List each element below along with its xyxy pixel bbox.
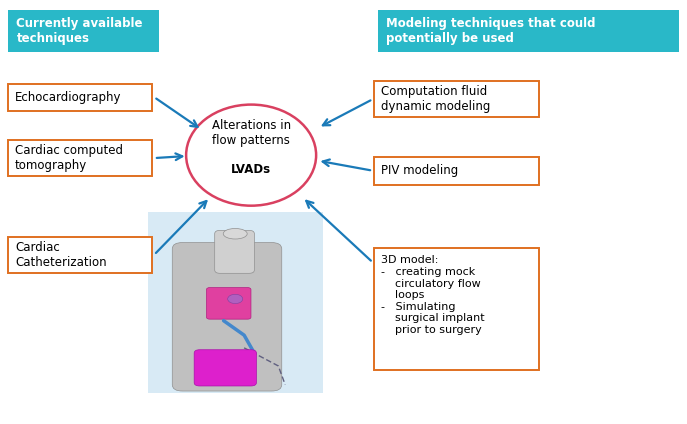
Text: Cardiac computed
tomography: Cardiac computed tomography	[15, 144, 123, 172]
Text: LVADs: LVADs	[231, 163, 271, 176]
Text: Modeling techniques that could
potentially be used: Modeling techniques that could potential…	[386, 17, 596, 45]
FancyBboxPatch shape	[148, 212, 323, 393]
FancyBboxPatch shape	[374, 157, 539, 184]
FancyBboxPatch shape	[8, 84, 152, 111]
FancyBboxPatch shape	[374, 81, 539, 117]
Text: Currently available
techniques: Currently available techniques	[16, 17, 143, 45]
FancyBboxPatch shape	[8, 237, 152, 273]
Text: Cardiac
Catheterization: Cardiac Catheterization	[15, 241, 106, 269]
Text: Computation fluid
dynamic modeling: Computation fluid dynamic modeling	[381, 85, 491, 113]
Text: Echocardiography: Echocardiography	[15, 91, 122, 104]
Text: PIV modeling: PIV modeling	[381, 165, 458, 177]
Ellipse shape	[227, 294, 243, 304]
Ellipse shape	[223, 229, 247, 239]
FancyBboxPatch shape	[8, 10, 159, 52]
FancyBboxPatch shape	[374, 248, 539, 370]
Text: 3D model:
-   creating mock
    circulatory flow
    loops
-   Simulating
    su: 3D model: - creating mock circulatory fl…	[381, 255, 485, 335]
FancyBboxPatch shape	[378, 10, 679, 52]
FancyBboxPatch shape	[207, 287, 251, 319]
FancyBboxPatch shape	[194, 350, 256, 386]
FancyBboxPatch shape	[172, 243, 282, 391]
FancyBboxPatch shape	[215, 230, 254, 273]
Text: Alterations in
flow patterns: Alterations in flow patterns	[212, 119, 291, 147]
FancyBboxPatch shape	[8, 140, 152, 176]
